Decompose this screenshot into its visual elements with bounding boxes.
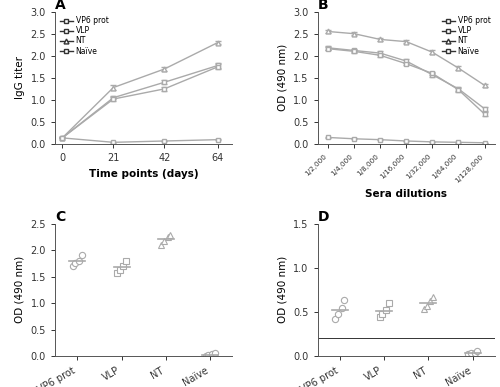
Y-axis label: IgG titer: IgG titer bbox=[15, 57, 25, 99]
Y-axis label: OD (490 nm): OD (490 nm) bbox=[15, 256, 25, 324]
Legend: VP6 prot, VLP, NT, Naïve: VP6 prot, VLP, NT, Naïve bbox=[59, 15, 110, 57]
X-axis label: Sera dilutions: Sera dilutions bbox=[366, 189, 448, 199]
X-axis label: Time points (days): Time points (days) bbox=[89, 169, 198, 179]
Text: D: D bbox=[318, 210, 329, 224]
Legend: VP6 prot, VLP, NT, Naïve: VP6 prot, VLP, NT, Naïve bbox=[440, 15, 491, 57]
Y-axis label: OD (490 nm): OD (490 nm) bbox=[278, 44, 287, 111]
Y-axis label: OD (490 nm): OD (490 nm) bbox=[278, 256, 287, 324]
Text: A: A bbox=[55, 0, 66, 12]
Text: C: C bbox=[55, 210, 65, 224]
Text: B: B bbox=[318, 0, 328, 12]
